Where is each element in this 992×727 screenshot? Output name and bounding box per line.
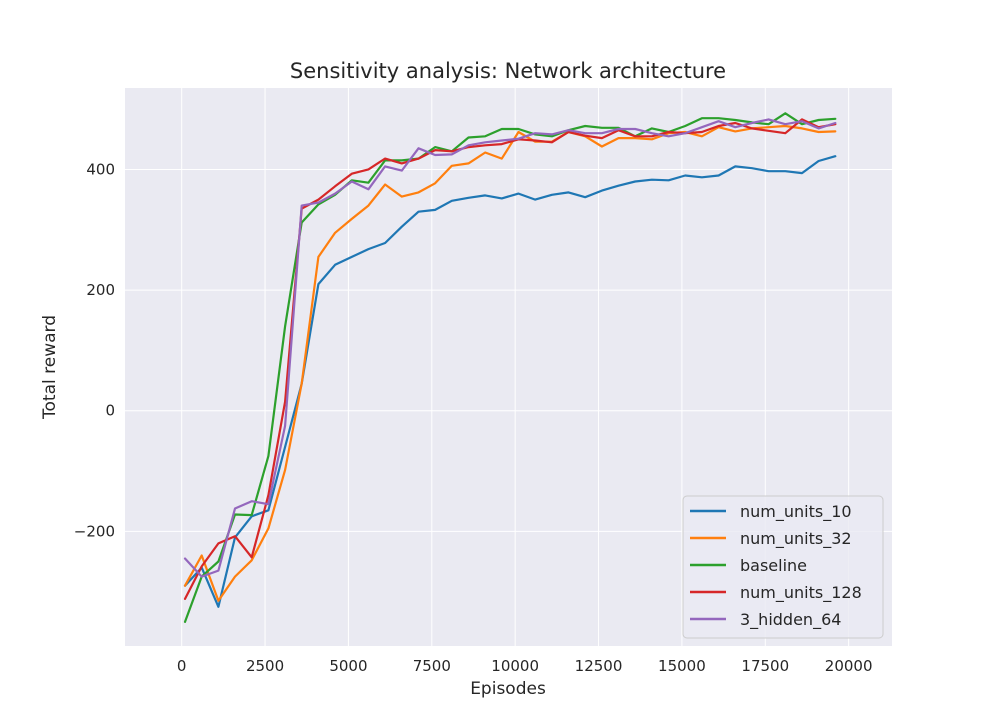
y-axis-label: Total reward (40, 315, 60, 420)
x-tick-label: 17500 (741, 657, 789, 675)
legend-box (682, 495, 884, 639)
y-tick-label: 0 (105, 402, 115, 420)
y-tick-label: −200 (74, 522, 115, 540)
series-line-3-hidden-64 (183, 118, 837, 578)
series-line-baseline (183, 112, 837, 624)
legend: num_units_10 num_units_32 baseline num_unit… (682, 495, 884, 639)
legend-label: num_units_32 (740, 529, 852, 549)
legend-items: num_units_10 num_units_32 baseline num_unit… (690, 502, 862, 630)
chart-title: Sensitivity analysis: Network architectu… (290, 59, 726, 83)
x-tick-label: 5000 (329, 657, 367, 675)
y-tick-label: 400 (86, 160, 115, 178)
series-lines (183, 112, 837, 624)
x-tick-labels: 0 2500 5000 7500 10000 12500 15000 17500 20000 (177, 657, 873, 675)
legend-label: 3_hidden_64 (740, 610, 841, 630)
x-tick-label: 7500 (413, 657, 451, 675)
legend-label: num_units_10 (740, 502, 852, 522)
x-tick-label: 15000 (658, 657, 706, 675)
x-tick-label: 20000 (825, 657, 873, 675)
x-tick-label: 10000 (491, 657, 539, 675)
y-tick-labels: −200 0 200 400 (74, 160, 115, 540)
x-tick-label: 12500 (575, 657, 623, 675)
legend-label: baseline (740, 556, 807, 575)
x-tick-label: 0 (177, 657, 187, 675)
legend-label: num_units_128 (740, 583, 862, 603)
y-tick-label: 200 (86, 281, 115, 299)
x-axis-label: Episodes (470, 679, 546, 699)
series-line-num-units-32 (183, 124, 837, 602)
x-tick-label: 2500 (246, 657, 284, 675)
series-line-num-units-10 (183, 155, 837, 608)
